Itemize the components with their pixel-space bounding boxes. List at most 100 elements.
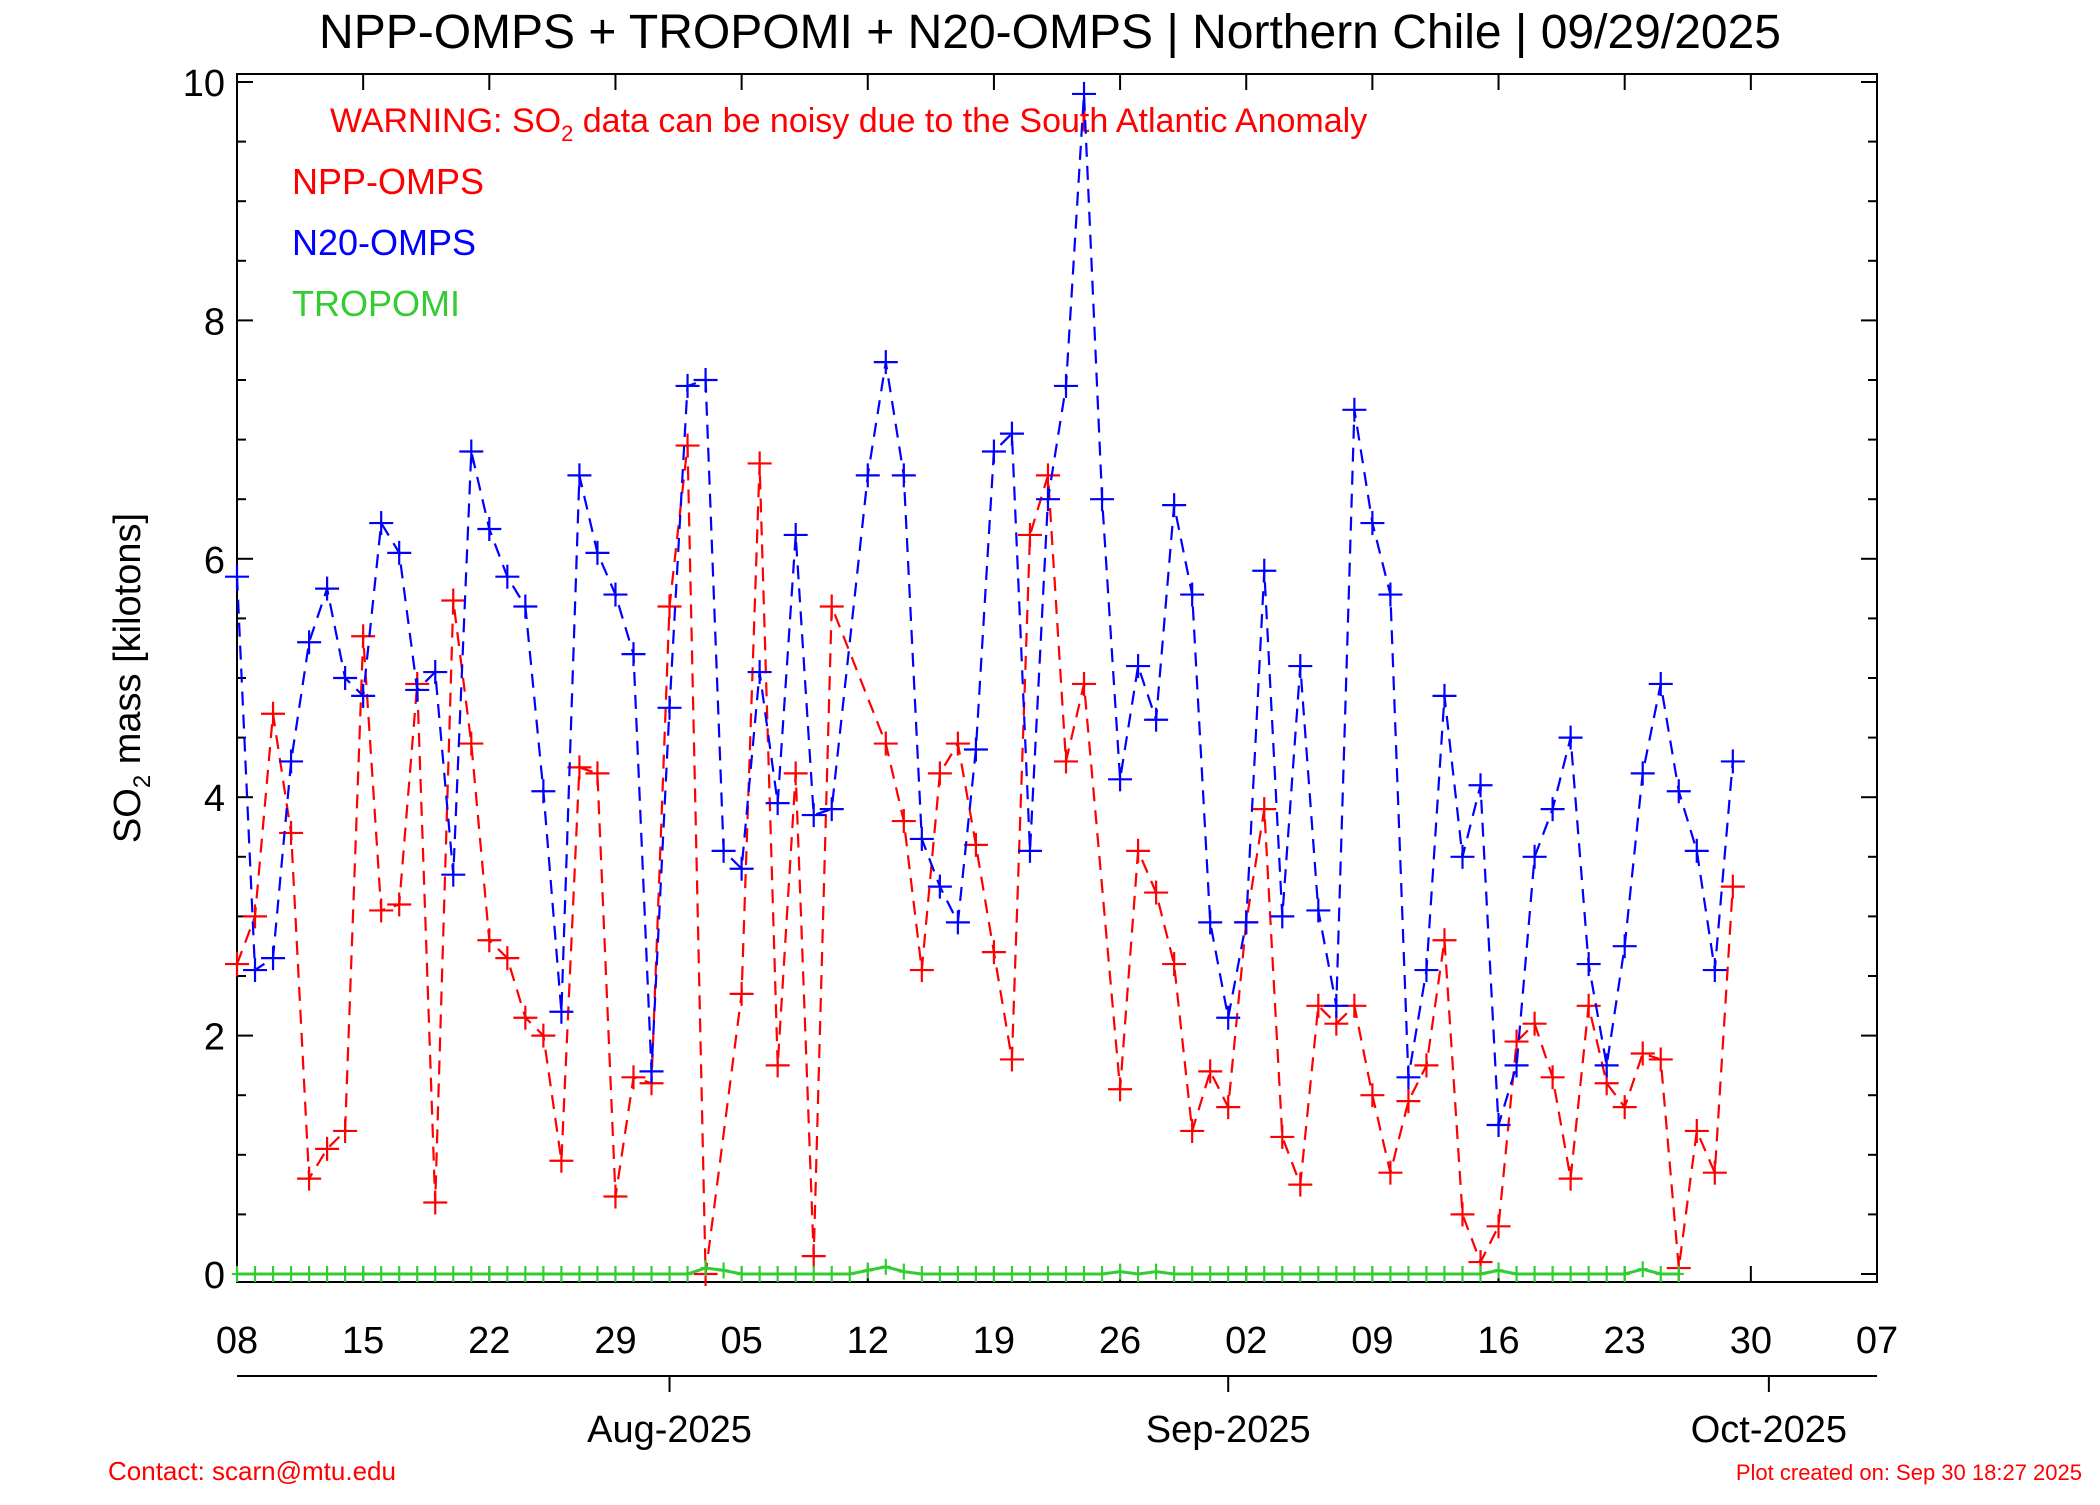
data-point-tropomi [250, 1266, 261, 1282]
x-day-label: 08 [216, 1320, 258, 1362]
data-point-n20-omps [1666, 779, 1691, 804]
data-point-npp-omps [1702, 1160, 1727, 1185]
data-point-npp-omps [927, 761, 952, 786]
data-point-n20-omps [1378, 582, 1403, 607]
series-tropomi [232, 1258, 1684, 1282]
data-point-npp-omps [1035, 463, 1060, 488]
data-point-tropomi [1205, 1266, 1216, 1282]
series-line-npp-omps [235, 445, 1734, 1275]
legend: NPP-OMPS N20-OMPS TROPOMI [292, 161, 484, 324]
data-point-n20-omps [1270, 904, 1295, 929]
data-point-n20-omps [513, 594, 538, 619]
data-point-tropomi [268, 1266, 279, 1282]
x-month-label: Aug-2025 [587, 1409, 752, 1451]
data-point-npp-omps [621, 1065, 646, 1090]
data-point-tropomi [1475, 1266, 1486, 1282]
data-point-tropomi [916, 1266, 927, 1282]
data-point-npp-omps [1684, 1118, 1709, 1143]
data-point-n20-omps [459, 439, 484, 464]
data-point-npp-omps [1648, 1047, 1673, 1072]
data-point-tropomi [1079, 1266, 1090, 1282]
data-point-npp-omps [909, 958, 934, 983]
data-point-n20-omps [297, 630, 322, 655]
data-point-n20-omps [1432, 683, 1457, 708]
data-point-n20-omps [1252, 558, 1277, 583]
data-point-tropomi [376, 1266, 387, 1282]
x-month-label: Sep-2025 [1146, 1409, 1311, 1451]
data-point-tropomi [1133, 1266, 1144, 1282]
data-point-tropomi [898, 1263, 909, 1280]
y-tick-label: 10 [183, 63, 225, 105]
data-point-tropomi [1097, 1266, 1108, 1282]
data-point-n20-omps [657, 695, 682, 720]
data-point-npp-omps [963, 832, 988, 857]
data-point-npp-omps [459, 731, 484, 756]
data-point-npp-omps [657, 594, 682, 619]
y-label-subscript: 2 [129, 775, 156, 788]
data-point-n20-omps [567, 463, 592, 488]
y-tick-label: 4 [204, 778, 225, 820]
data-point-n20-omps [279, 749, 304, 774]
data-point-n20-omps [1468, 773, 1493, 798]
data-point-tropomi [448, 1266, 459, 1282]
data-point-n20-omps [1108, 767, 1133, 792]
data-point-npp-omps [567, 755, 592, 780]
data-point-tropomi [646, 1266, 657, 1282]
data-point-npp-omps [297, 1166, 322, 1191]
data-point-n20-omps [1648, 671, 1673, 696]
x-day-label: 02 [1225, 1320, 1267, 1362]
data-point-n20-omps [1486, 1113, 1511, 1137]
data-point-npp-omps [1720, 874, 1745, 899]
data-point-tropomi [1403, 1266, 1414, 1282]
data-point-n20-omps [1035, 487, 1060, 512]
legend-entry-tropomi: TROPOMI [292, 283, 460, 324]
data-point-npp-omps [1450, 1202, 1475, 1227]
data-point-n20-omps [1162, 493, 1187, 518]
data-point-tropomi [556, 1266, 567, 1282]
data-point-n20-omps [423, 660, 448, 685]
data-point-tropomi [358, 1266, 369, 1282]
data-point-npp-omps [1126, 838, 1151, 863]
data-point-npp-omps [1630, 1041, 1655, 1066]
data-point-n20-omps [1126, 654, 1151, 679]
data-point-npp-omps [1486, 1214, 1511, 1239]
data-point-tropomi [1547, 1266, 1558, 1282]
data-point-tropomi [304, 1266, 315, 1282]
warning-prefix: WARNING: SO [330, 102, 561, 140]
data-point-npp-omps [1522, 1011, 1547, 1036]
data-point-n20-omps [1594, 1053, 1619, 1078]
data-point-tropomi [970, 1266, 981, 1282]
data-point-npp-omps [1414, 1053, 1439, 1078]
x-day-label: 30 [1730, 1320, 1772, 1362]
data-point-npp-omps [729, 981, 754, 1006]
data-point-n20-omps [369, 511, 394, 536]
data-point-tropomi [682, 1266, 693, 1282]
data-point-n20-omps [855, 463, 880, 488]
data-point-n20-omps [1612, 934, 1637, 959]
y-label-suffix: mass [kilotons] [107, 513, 149, 775]
data-point-n20-omps [1702, 958, 1727, 983]
data-point-npp-omps [1252, 797, 1277, 822]
plot-frame [236, 73, 1878, 1283]
data-point-npp-omps [1432, 928, 1457, 953]
data-point-n20-omps [243, 958, 268, 983]
data-point-npp-omps [819, 594, 844, 619]
data-point-tropomi [538, 1266, 549, 1282]
data-point-npp-omps [891, 809, 916, 834]
chart-title: NPP-OMPS + TROPOMI + N20-OMPS | Northern… [319, 6, 1781, 59]
data-point-tropomi [952, 1266, 963, 1282]
data-point-npp-omps [1054, 749, 1079, 774]
data-point-npp-omps [315, 1136, 340, 1161]
data-point-tropomi [1169, 1266, 1180, 1282]
data-point-n20-omps [405, 677, 430, 702]
data-point-tropomi [520, 1266, 531, 1282]
data-point-n20-omps [927, 874, 952, 899]
data-point-n20-omps [1540, 797, 1565, 822]
data-point-npp-omps [873, 731, 898, 756]
data-point-tropomi [628, 1266, 639, 1282]
data-point-n20-omps [1360, 511, 1385, 536]
data-point-npp-omps [747, 451, 772, 476]
data-point-tropomi [862, 1262, 873, 1279]
data-point-tropomi [1511, 1266, 1522, 1282]
